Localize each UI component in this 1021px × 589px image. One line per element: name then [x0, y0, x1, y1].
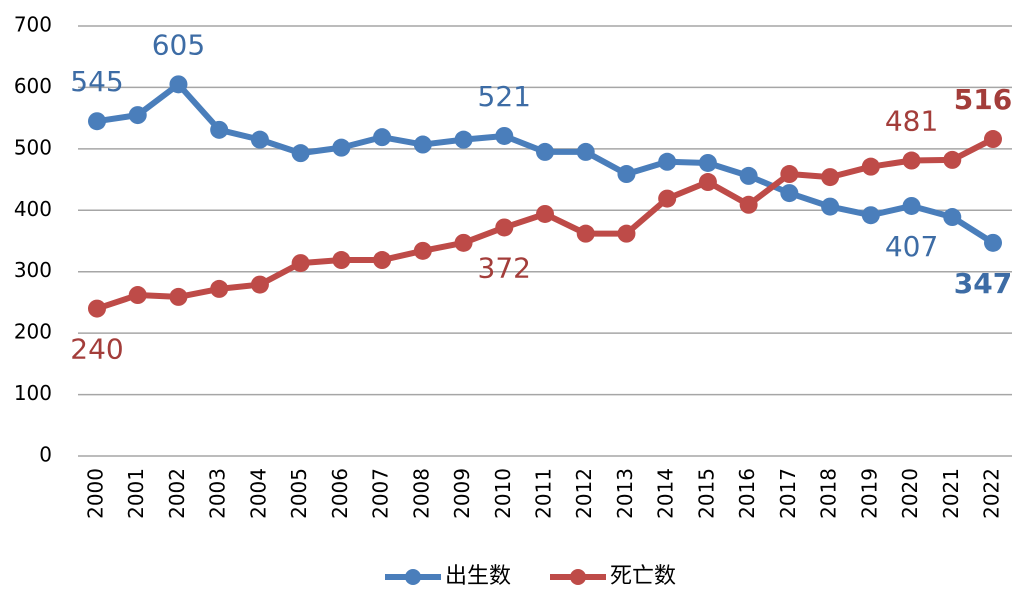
data-point — [698, 153, 717, 172]
data-point — [576, 142, 595, 161]
data-point — [943, 208, 962, 227]
data-point — [495, 218, 514, 237]
data-label: 372 — [478, 251, 531, 284]
x-tick-label: 2018 — [817, 468, 841, 519]
x-tick-label: 2002 — [165, 468, 189, 519]
data-point — [291, 144, 310, 163]
data-label: 521 — [478, 80, 531, 113]
x-tick-label: 2021 — [939, 468, 963, 519]
x-tick-label: 2001 — [124, 468, 148, 519]
data-point — [861, 157, 880, 176]
data-point — [536, 142, 554, 161]
x-tick-label: 2008 — [409, 468, 433, 519]
data-point — [454, 130, 473, 149]
data-point — [291, 254, 310, 273]
data-point — [373, 128, 392, 147]
data-point — [943, 150, 962, 169]
y-tick-label: 700 — [14, 13, 52, 37]
data-point — [902, 196, 921, 215]
data-point — [373, 251, 392, 270]
data-point — [169, 75, 188, 94]
data-point — [210, 120, 229, 139]
x-tick-label: 2003 — [206, 468, 230, 519]
y-tick-label: 200 — [14, 320, 52, 344]
y-tick-label: 400 — [14, 197, 52, 221]
data-point — [128, 286, 147, 305]
x-tick-label: 2014 — [654, 468, 678, 519]
data-point — [617, 165, 636, 184]
data-point — [617, 224, 636, 243]
data-point — [413, 135, 432, 154]
x-tick-label: 2016 — [735, 468, 759, 519]
legend-marker — [570, 569, 586, 585]
data-point — [984, 130, 1002, 149]
data-point — [780, 165, 799, 184]
legend-label: 出生数 — [445, 564, 511, 589]
data-label: 481 — [885, 105, 938, 138]
data-point — [821, 197, 840, 216]
x-tick-label: 2011 — [532, 468, 556, 519]
y-tick-label: 300 — [14, 258, 52, 282]
data-point — [210, 279, 229, 298]
data-label: 516 — [954, 83, 1012, 116]
data-point — [861, 206, 880, 225]
x-tick-label: 2017 — [776, 468, 800, 519]
data-point — [495, 126, 514, 145]
x-tick-label: 2022 — [980, 468, 1004, 519]
legend-label: 死亡数 — [610, 564, 676, 589]
x-tick-label: 2007 — [369, 468, 393, 519]
data-point — [88, 299, 106, 318]
data-label: 605 — [152, 28, 205, 61]
data-point — [984, 233, 1002, 252]
y-tick-label: 600 — [14, 74, 52, 98]
x-tick-label: 2012 — [572, 468, 596, 519]
data-point — [780, 184, 799, 203]
data-point — [332, 138, 351, 157]
x-tick-label: 2010 — [491, 468, 515, 519]
data-point — [128, 106, 147, 125]
x-tick-label: 2000 — [84, 468, 108, 519]
data-label: 545 — [70, 65, 123, 98]
data-point — [250, 275, 269, 294]
data-point — [821, 168, 840, 187]
data-label: 240 — [70, 333, 123, 366]
data-point — [658, 189, 677, 208]
x-tick-label: 2013 — [613, 468, 637, 519]
data-point — [576, 224, 595, 243]
x-tick-label: 2004 — [246, 468, 270, 519]
series-line — [96, 136, 995, 312]
x-tick-label: 2015 — [694, 468, 718, 519]
data-point — [413, 241, 432, 260]
x-tick-label: 2009 — [450, 468, 474, 519]
legend-marker — [405, 569, 421, 585]
data-point — [250, 130, 269, 149]
data-point — [169, 287, 188, 306]
data-point — [902, 151, 921, 170]
x-tick-label: 2005 — [287, 468, 311, 519]
data-point — [88, 112, 106, 131]
data-point — [658, 152, 677, 171]
data-label: 347 — [954, 267, 1012, 300]
data-point — [739, 195, 758, 214]
data-point — [332, 251, 351, 270]
x-tick-label: 2019 — [857, 468, 881, 519]
data-point — [739, 166, 758, 185]
y-tick-label: 0 — [39, 443, 52, 467]
x-tick-label: 2006 — [328, 468, 352, 519]
data-point — [698, 173, 717, 192]
data-point — [454, 233, 473, 252]
y-tick-label: 100 — [14, 381, 52, 405]
x-tick-label: 2020 — [898, 468, 922, 519]
data-label: 407 — [885, 230, 938, 263]
data-point — [536, 204, 554, 223]
y-tick-label: 500 — [14, 135, 52, 159]
